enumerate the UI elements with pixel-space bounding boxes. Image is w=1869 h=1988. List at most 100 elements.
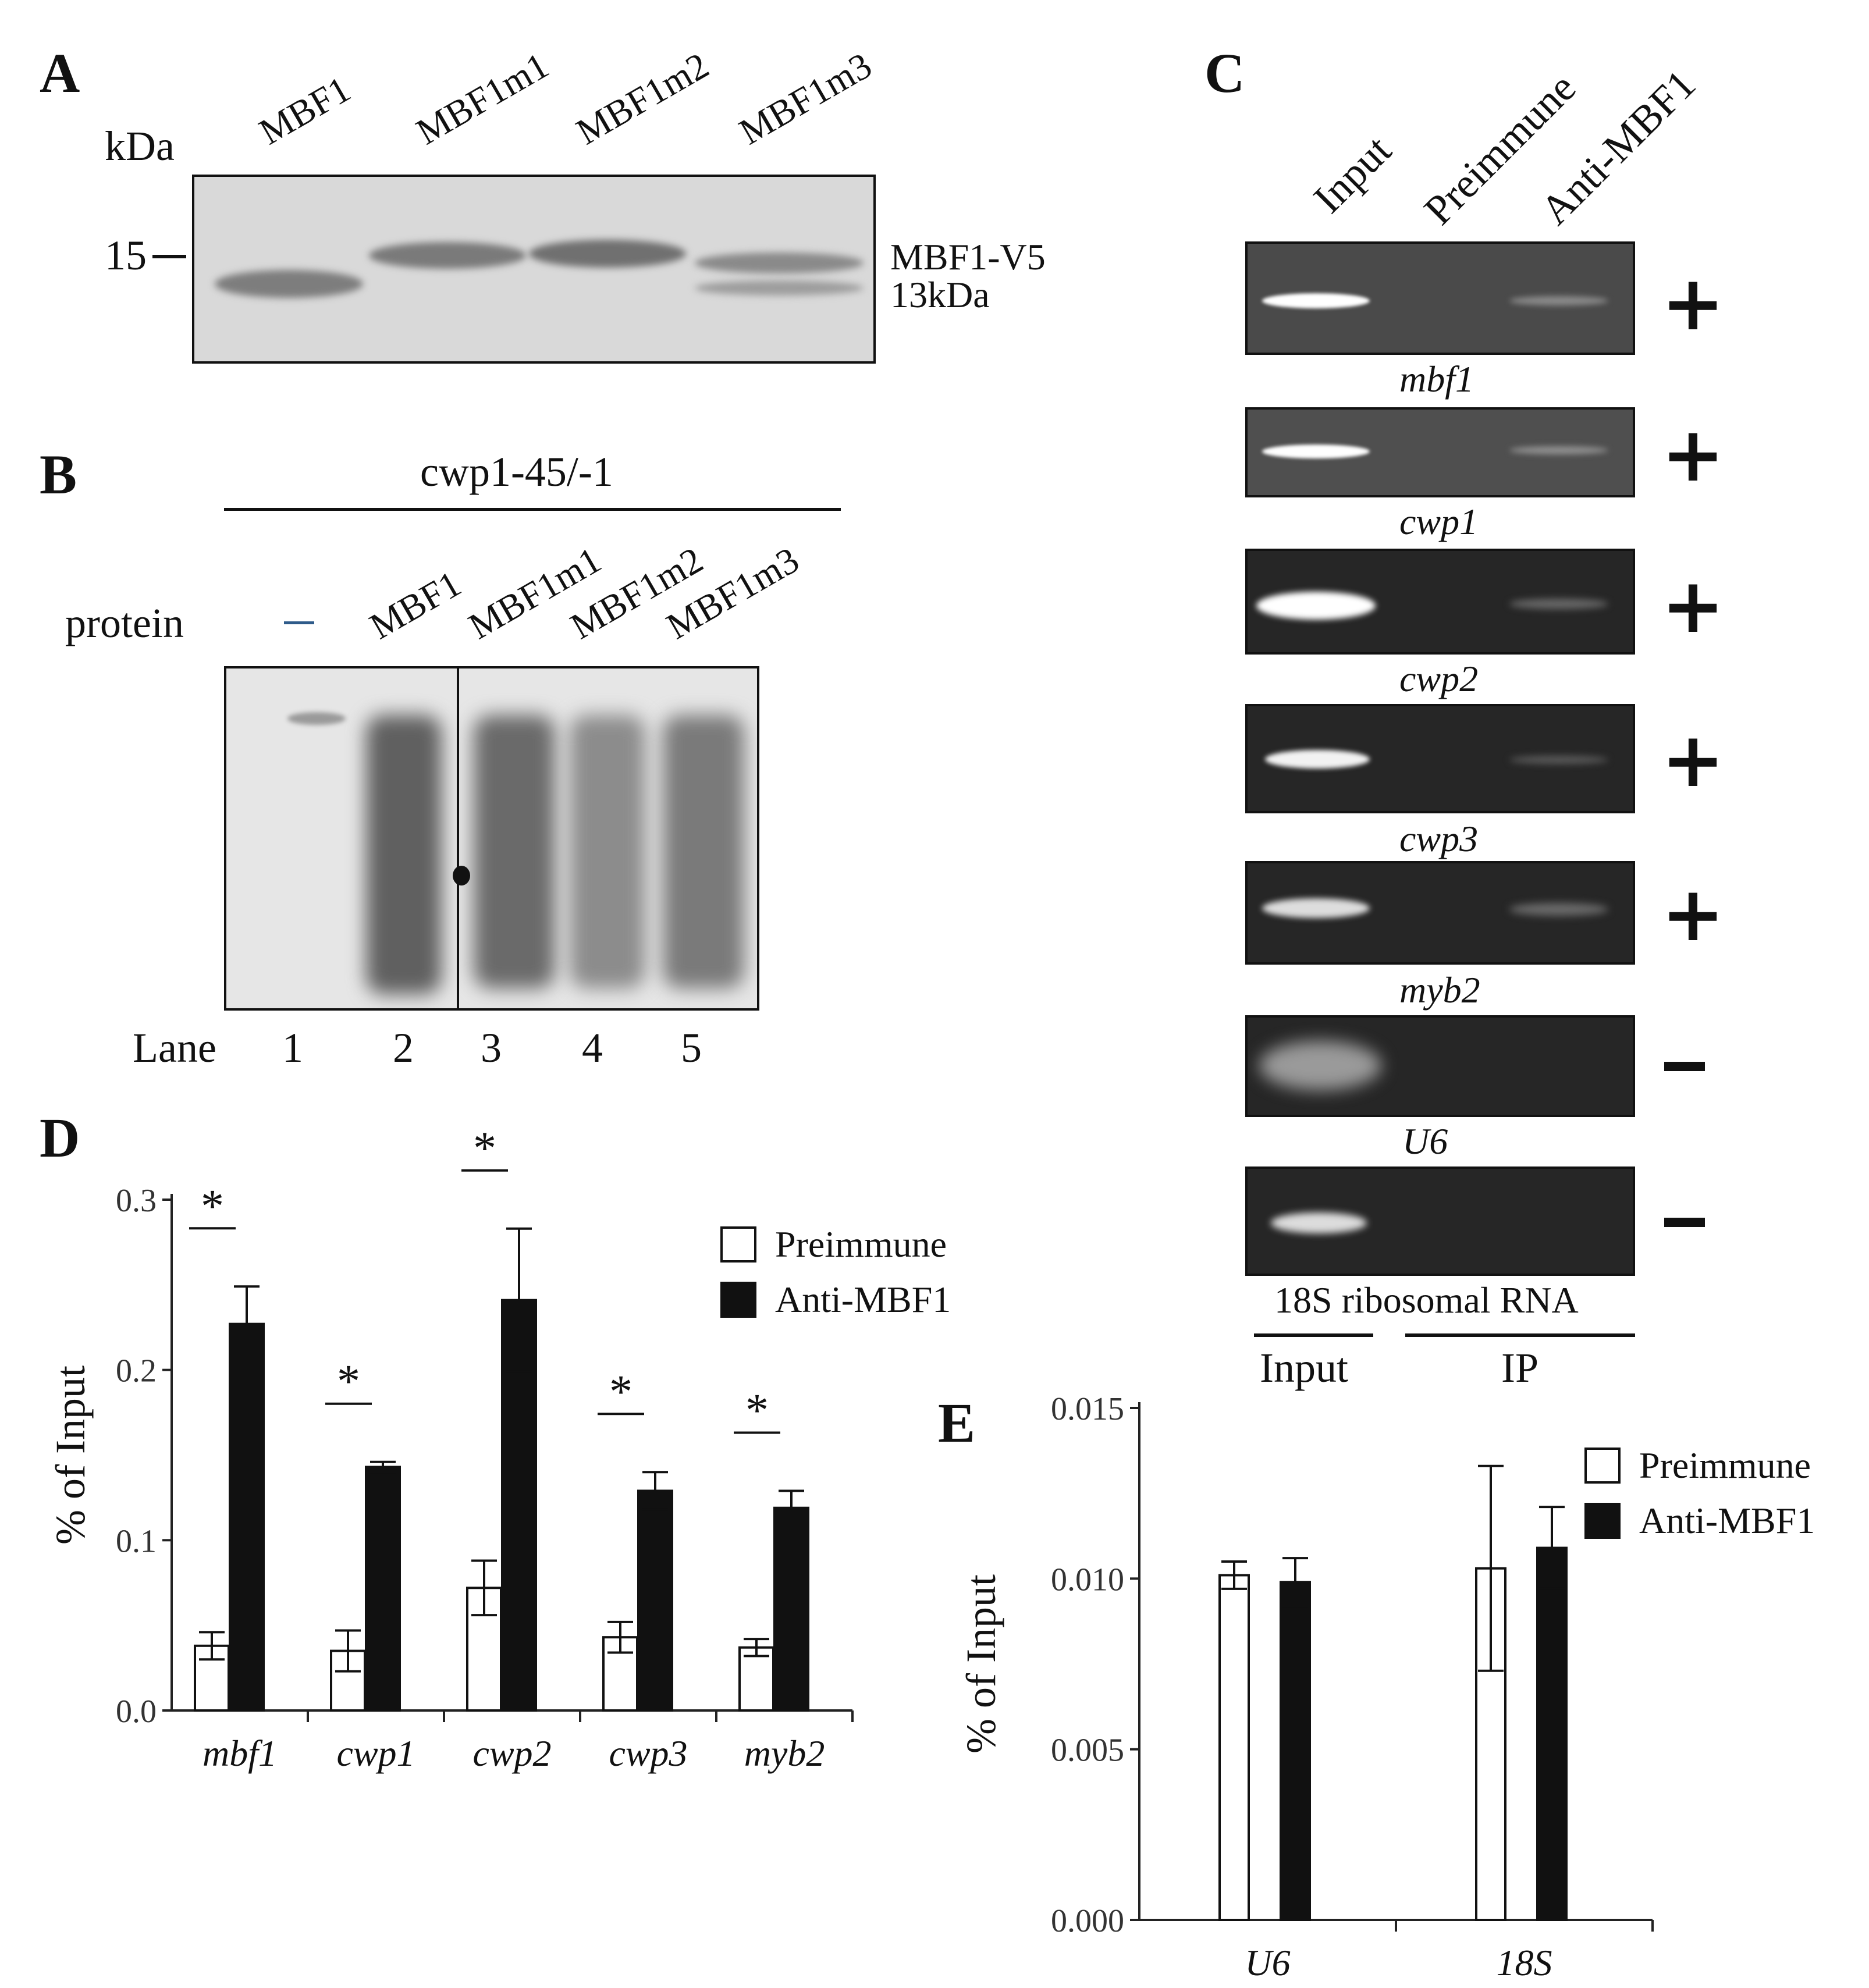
emsa-gel-right xyxy=(457,666,759,1011)
rtpcr-gel-cwp3 xyxy=(1245,704,1635,813)
protein-band xyxy=(529,240,686,268)
gene-label: mbf1 xyxy=(1399,358,1474,400)
chart-e: 0.000 0.005 0.010 0.015 % of Input U6 18S Preim… xyxy=(958,1391,1815,1983)
x-tick-label: 18S xyxy=(1497,1942,1552,1983)
rtpcr-gel-cwp2 xyxy=(1245,549,1635,655)
lane-number: 5 xyxy=(681,1025,702,1071)
gene-label: myb2 xyxy=(1399,969,1480,1011)
shifted-complex xyxy=(474,715,555,988)
legend-swatch xyxy=(1584,1503,1621,1539)
ip-band xyxy=(1509,446,1608,454)
band-label-13kda: 13kDa xyxy=(890,274,990,315)
protein-band xyxy=(695,280,864,296)
input-band xyxy=(1256,592,1376,620)
legend-label: Preimmune xyxy=(1639,1445,1811,1486)
no-protein-dash xyxy=(284,621,314,624)
x-tick-label: cwp3 xyxy=(609,1733,687,1774)
y-tick-label: 0.0 xyxy=(116,1694,157,1730)
chart-d: 0.0 0.1 0.2 0.3 % of Input mbf1 * cwp1 * cwp2 * cwp… xyxy=(47,1129,951,1774)
protein-row-label: protein xyxy=(65,600,184,646)
protein-band xyxy=(215,270,363,298)
bar-anti-mbf1 xyxy=(773,1506,809,1712)
shifted-complex xyxy=(570,715,645,988)
input-band xyxy=(1271,1212,1367,1233)
lane-number: 4 xyxy=(582,1025,603,1071)
rtpcr-gel-u6 xyxy=(1245,1015,1635,1117)
y-tick-label: 0.2 xyxy=(116,1353,157,1389)
lane-number: 2 xyxy=(393,1025,414,1071)
gel-a-lane-label: MBF1m2 xyxy=(569,44,716,153)
y-axis-label: % of Input xyxy=(958,1574,1004,1754)
gene-label: 18S ribosomal RNA xyxy=(1274,1279,1579,1321)
y-tick-label: 0.015 xyxy=(1051,1391,1124,1427)
y-axis-label: % of Input xyxy=(47,1365,94,1545)
lane-number: 3 xyxy=(481,1025,502,1071)
gene-label: U6 xyxy=(1402,1121,1448,1162)
bar-preimmune xyxy=(1218,1574,1250,1921)
panel-a-label: A xyxy=(40,42,80,104)
marker-15-tick xyxy=(152,255,186,258)
panel-c-label: C xyxy=(1204,42,1245,104)
panel-d-label: D xyxy=(40,1107,80,1169)
bar-anti-mbf1 xyxy=(229,1322,265,1712)
gel-a-lane-label: MBF1m1 xyxy=(409,44,556,153)
gel-a-lane-label: MBF1m3 xyxy=(732,44,879,153)
result-mark xyxy=(1664,1062,1705,1071)
result-mark: + xyxy=(1661,410,1725,499)
significance-star: * xyxy=(609,1366,633,1417)
input-band xyxy=(1265,750,1370,769)
probe-label: cwp1-45/-1 xyxy=(420,449,613,495)
band-label-mbf1-v5: MBF1-V5 xyxy=(890,236,1046,278)
kda-label: kDa xyxy=(105,123,175,169)
ip-group-label: IP xyxy=(1501,1345,1539,1391)
ip-band xyxy=(1509,296,1608,305)
rtpcr-gel-18s xyxy=(1245,1167,1635,1276)
rtpcr-gel-cwp1 xyxy=(1245,407,1635,497)
y-tick-label: 0.005 xyxy=(1051,1733,1124,1769)
ip-group-line xyxy=(1405,1333,1635,1337)
legend-swatch xyxy=(1584,1448,1621,1484)
x-tick-label: cwp2 xyxy=(472,1733,551,1774)
probe-underline xyxy=(224,508,841,511)
significance-star: * xyxy=(201,1180,224,1232)
shifted-complex xyxy=(663,715,744,988)
y-tick-label: 0.1 xyxy=(116,1523,157,1559)
gel-a-lane-label: MBF1 xyxy=(252,68,357,153)
x-tick-label: myb2 xyxy=(744,1733,825,1774)
y-tick-label: 0.010 xyxy=(1051,1562,1124,1598)
rtpcr-gel-mbf1 xyxy=(1245,241,1635,355)
lane-row-label: Lane xyxy=(133,1025,216,1071)
input-band xyxy=(1262,293,1370,308)
bar-anti-mbf1 xyxy=(637,1489,673,1712)
result-mark: + xyxy=(1661,870,1725,958)
ip-band xyxy=(1509,599,1608,609)
legend-swatch xyxy=(720,1282,756,1318)
input-band xyxy=(1262,444,1370,458)
input-band xyxy=(1262,898,1370,918)
legend-label: Preimmune xyxy=(775,1224,947,1265)
significance-star: * xyxy=(337,1356,360,1407)
gene-label: cwp3 xyxy=(1399,818,1479,859)
protein-band xyxy=(369,242,526,269)
ip-band xyxy=(1509,903,1608,916)
protein-band xyxy=(695,252,864,273)
x-tick-label: U6 xyxy=(1245,1942,1290,1983)
y-tick-label: 0.000 xyxy=(1051,1903,1124,1939)
panel-b-label: B xyxy=(40,443,77,506)
result-mark: + xyxy=(1661,259,1725,347)
gene-label: cwp2 xyxy=(1399,658,1479,699)
bar-anti-mbf1 xyxy=(1536,1546,1568,1921)
gene-label: cwp1 xyxy=(1399,501,1479,542)
free-probe-band xyxy=(287,712,346,725)
column-label-input: Input xyxy=(1305,126,1401,222)
bar-anti-mbf1 xyxy=(365,1466,401,1712)
gel-splice-mark xyxy=(453,866,470,885)
legend-label: Anti-MBF1 xyxy=(1639,1500,1815,1541)
emsa-gel-left xyxy=(224,666,459,1011)
legend-label: Anti-MBF1 xyxy=(775,1279,951,1320)
result-mark: + xyxy=(1661,716,1725,804)
result-mark xyxy=(1664,1218,1705,1227)
bar-preimmune xyxy=(194,1644,230,1712)
input-group-label: Input xyxy=(1260,1345,1348,1391)
input-group-line xyxy=(1254,1333,1373,1337)
